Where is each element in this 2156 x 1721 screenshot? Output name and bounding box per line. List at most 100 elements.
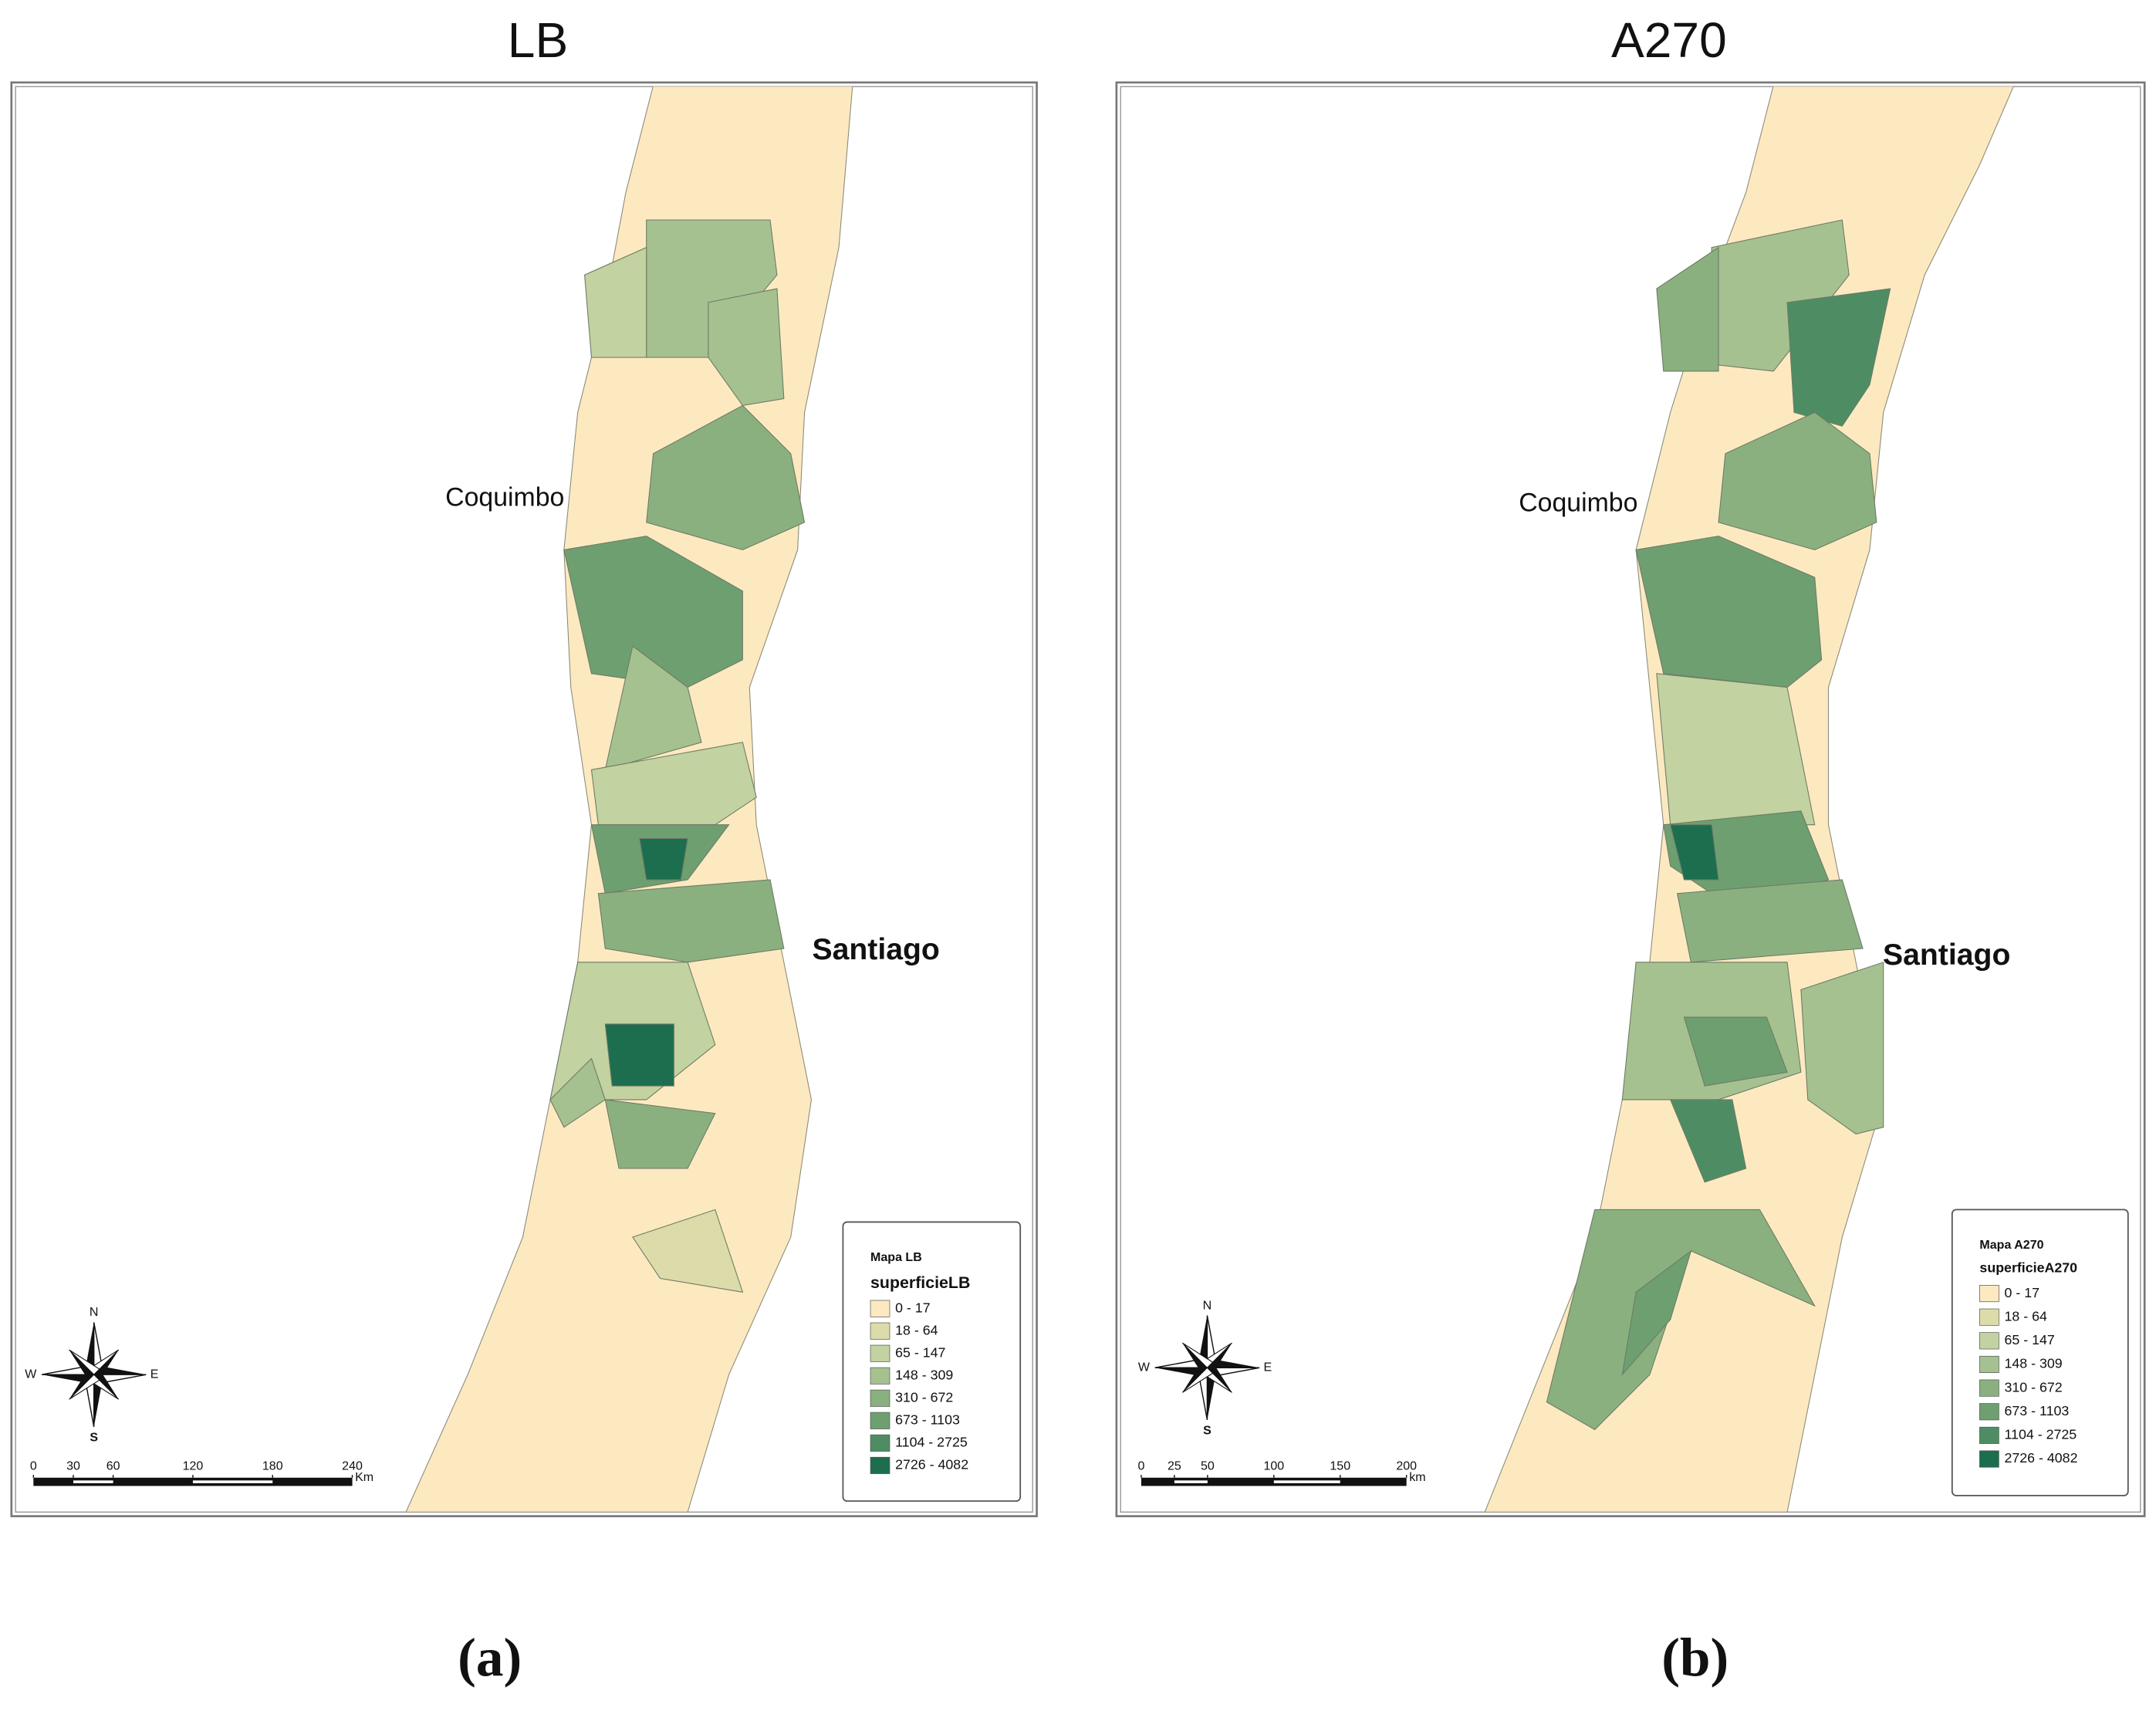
compass-letter: N [1203,1298,1212,1312]
legend-swatch [1979,1379,1999,1397]
region [597,879,785,963]
legend-field: superficieA270 [1979,1260,2077,1276]
map-title: A270 [1611,12,1727,68]
compass-point [93,1350,119,1381]
region [708,288,785,407]
compass-letter: W [25,1367,37,1381]
scale-label: 180 [262,1459,283,1473]
region [1800,962,1884,1135]
legend-label: 0 - 17 [895,1300,931,1315]
compass-letter: N [90,1305,99,1319]
compass-point [69,1349,100,1375]
legend-label: 65 - 147 [895,1344,945,1360]
legend-field: superficieLB [870,1273,970,1292]
legend-swatch [1979,1450,1999,1468]
region [1786,288,1891,427]
scale-label: 100 [1263,1459,1284,1473]
legend-swatch [870,1367,890,1385]
legend-label: 1104 - 2725 [895,1435,968,1450]
place-label: Coquimbo [1519,489,1637,518]
legend-swatch [1979,1426,1999,1444]
legend-swatch [1979,1308,1999,1326]
scale-unit: Km [355,1470,373,1484]
scale-label: 0 [1137,1459,1144,1473]
compass-letter: S [90,1430,98,1444]
region [549,1057,606,1128]
scale-label: 50 [1201,1459,1215,1473]
place-label: Santiago [812,933,939,966]
compass-point [69,1374,100,1400]
region [1621,1249,1692,1376]
compass-letter: E [150,1367,159,1381]
scale-label: 25 [1168,1459,1181,1473]
compass-point [1181,1367,1214,1393]
region [563,536,743,688]
region [639,837,688,881]
legend-label: 65 - 147 [2004,1332,2054,1347]
caption: (a) [458,1628,522,1689]
compass-point [1207,1343,1232,1374]
legend-swatch [870,1412,890,1429]
scale-label: 0 [30,1459,37,1473]
scale-label: 150 [1330,1459,1350,1473]
legend-swatch [1979,1332,1999,1350]
region [604,1099,716,1169]
legend-label: 18 - 64 [2004,1308,2047,1324]
region [604,645,702,771]
legend-label: 148 - 309 [895,1367,953,1382]
compass-point [1182,1343,1208,1374]
legend-swatch [870,1434,890,1452]
map-title: LB [508,12,568,68]
compass-point [1181,1342,1214,1369]
region [1718,411,1877,551]
compass-letter: S [1203,1423,1211,1437]
scale-bar-segment [1174,1480,1208,1483]
scale-bar-segment [1273,1480,1340,1483]
legend-swatch [870,1456,890,1474]
caption: (b) [1661,1628,1729,1689]
region [1669,1099,1747,1183]
region [1656,246,1719,372]
place-label: Santiago [1883,938,2010,972]
legend-label: 0 - 17 [2004,1285,2039,1300]
legend-title: Mapa LB [870,1250,922,1264]
scale-label: 200 [1396,1459,1417,1473]
legend-label: 18 - 64 [895,1322,938,1337]
legend-label: 2726 - 4082 [2004,1450,2077,1466]
map-panel: LB (a) Coquimbo Santiago Mapa LB superficieLB… [10,12,1038,1689]
legend-label: 2726 - 4082 [895,1457,968,1472]
legend-label: 673 - 1103 [2004,1403,2069,1418]
scale-label: 30 [66,1459,80,1473]
region [590,742,757,826]
scale-bar-segment [73,1480,113,1483]
scale-bar-segment [192,1480,273,1483]
compass-point [69,1350,94,1381]
legend-swatch [1979,1403,1999,1421]
legend-label: 148 - 309 [2004,1356,2062,1371]
place-label: Coquimbo [445,482,564,512]
region [1669,824,1719,881]
region [1635,536,1823,688]
map-panel: A270 (b) Coquimbo Santiago Mapa A270 superfic… [1115,12,2146,1689]
map-regions [405,86,853,1513]
region [632,1209,744,1293]
region [604,1023,674,1087]
compass-letter: E [1263,1360,1272,1374]
scale-label: 240 [342,1459,363,1473]
compass: N S W E [25,1305,158,1444]
legend-swatch [870,1300,890,1317]
region [1676,879,1864,963]
legend-swatch [870,1322,890,1340]
compass-letter: W [1138,1360,1151,1374]
region [646,404,806,551]
map-regions [1484,86,2014,1513]
scale-label: 60 [106,1459,120,1473]
legend-box [842,1221,1022,1502]
legend-swatch [1979,1355,1999,1374]
region [1683,1016,1788,1087]
region [584,246,647,358]
scale-label: 120 [183,1459,204,1473]
legend-swatch [1979,1285,1999,1303]
legend-box [1951,1209,2129,1496]
